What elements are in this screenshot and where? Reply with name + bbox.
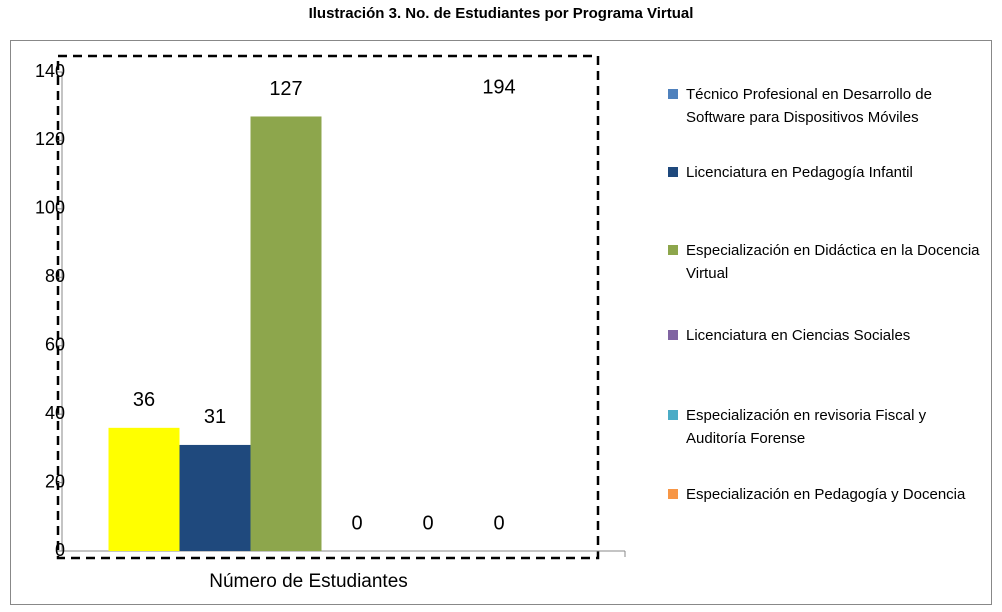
y-tick-label: 0 bbox=[55, 540, 65, 560]
legend-swatch bbox=[668, 245, 678, 255]
legend-label: Licenciatura en Pedagogía Infantil bbox=[686, 164, 913, 181]
y-tick-label: 120 bbox=[35, 129, 65, 149]
data-label: 0 bbox=[493, 512, 504, 534]
legend-label: Especialización en Pedagogía y Docencia bbox=[686, 486, 966, 503]
legend-label: Técnico Profesional en Desarrollo de Sof… bbox=[686, 86, 932, 126]
legend-label: Especialización en revisoria Fiscal y Au… bbox=[686, 407, 927, 447]
y-tick-label: 100 bbox=[35, 198, 65, 218]
chart-border bbox=[10, 40, 992, 605]
legend-swatch bbox=[668, 89, 678, 99]
annotation: 194 bbox=[482, 76, 515, 98]
data-label: 36 bbox=[133, 389, 155, 411]
y-tick-label: 40 bbox=[45, 403, 65, 423]
data-label: 0 bbox=[422, 512, 433, 534]
bar bbox=[108, 427, 180, 551]
y-tick-label: 60 bbox=[45, 334, 65, 354]
chart-title: Ilustración 3. No. de Estudiantes por Pr… bbox=[309, 5, 694, 22]
bar bbox=[250, 116, 322, 551]
x-tick-label: Número de Estudiantes bbox=[209, 571, 408, 592]
legend-swatch bbox=[668, 330, 678, 340]
legend-swatch bbox=[668, 167, 678, 177]
legend-swatch bbox=[668, 489, 678, 499]
y-tick-label: 140 bbox=[35, 61, 65, 81]
data-label: 0 bbox=[351, 512, 362, 534]
y-tick-label: 20 bbox=[45, 471, 65, 491]
legend-label: Licenciatura en Ciencias Sociales bbox=[686, 327, 911, 344]
bar bbox=[179, 444, 251, 551]
data-label: 127 bbox=[269, 78, 302, 100]
legend-swatch bbox=[668, 410, 678, 420]
legend-label: Especialización en Didáctica en la Docen… bbox=[686, 242, 980, 282]
y-tick-label: 80 bbox=[45, 266, 65, 286]
data-label: 31 bbox=[204, 406, 226, 428]
dashed-frame bbox=[56, 54, 600, 560]
